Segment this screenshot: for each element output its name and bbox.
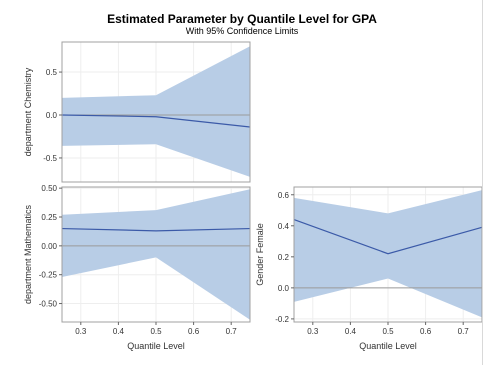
x-tick-label: 0.7 xyxy=(458,327,470,336)
y-axis-label: department Chemistry xyxy=(23,67,33,156)
x-tick-label: 0.5 xyxy=(382,327,394,336)
y-tick-label: 0.5 xyxy=(46,68,58,77)
estimate-line xyxy=(293,219,483,255)
confidence-band xyxy=(62,46,250,177)
confidence-band xyxy=(62,189,250,320)
y-tick-label: -0.50 xyxy=(39,300,58,309)
x-tick-label: 0.3 xyxy=(75,327,87,336)
y-tick-label: 0.0 xyxy=(278,284,290,293)
y-tick-label: 0.2 xyxy=(278,253,290,262)
estimate-line xyxy=(61,227,251,232)
panel-1: 0.5 0.0 -0.5 department Chemistry xyxy=(23,41,251,183)
panel-3: 0.6 0.4 0.2 0.0 -0.2 0.3 0.4 0.5 0.6 0.7 Quantile … xyxy=(255,186,483,351)
y-axis-label: department Mathematics xyxy=(23,204,33,304)
y-tick-label: 0.4 xyxy=(278,222,290,231)
y-tick-label: -0.2 xyxy=(275,315,289,324)
y-tick-label: 0.00 xyxy=(41,242,57,251)
y-tick-label: 0.50 xyxy=(41,184,57,193)
x-tick-label: 0.5 xyxy=(150,327,162,336)
x-axis-label: Quantile Level xyxy=(127,341,185,351)
y-axis-label: Gender Female xyxy=(255,223,265,286)
x-tick-label: 0.6 xyxy=(420,327,432,336)
figure-subtitle: With 95% Confidence Limits xyxy=(185,26,299,36)
y-tick-label: 0.6 xyxy=(278,191,290,200)
x-tick-label: 0.4 xyxy=(113,327,125,336)
x-tick-label: 0.3 xyxy=(307,327,319,336)
figure-title: Estimated Parameter by Quantile Level fo… xyxy=(107,12,377,26)
x-axis-label: Quantile Level xyxy=(359,341,417,351)
panel-frame xyxy=(61,41,251,183)
estimate-line xyxy=(61,114,251,128)
y-tick-label: 0.25 xyxy=(41,213,57,222)
y-tick-label: -0.25 xyxy=(39,271,58,280)
y-tick-label: -0.5 xyxy=(43,154,57,163)
x-tick-label: 0.4 xyxy=(345,327,357,336)
page-border xyxy=(482,0,483,365)
y-tick-label: 0.0 xyxy=(46,111,58,120)
x-tick-label: 0.6 xyxy=(188,327,200,336)
panel-2: 0.50 0.25 0.00 -0.25 -0.50 0.3 0.4 0.5 0.6 0.7 Qua… xyxy=(23,184,251,351)
x-tick-label: 0.7 xyxy=(226,327,238,336)
